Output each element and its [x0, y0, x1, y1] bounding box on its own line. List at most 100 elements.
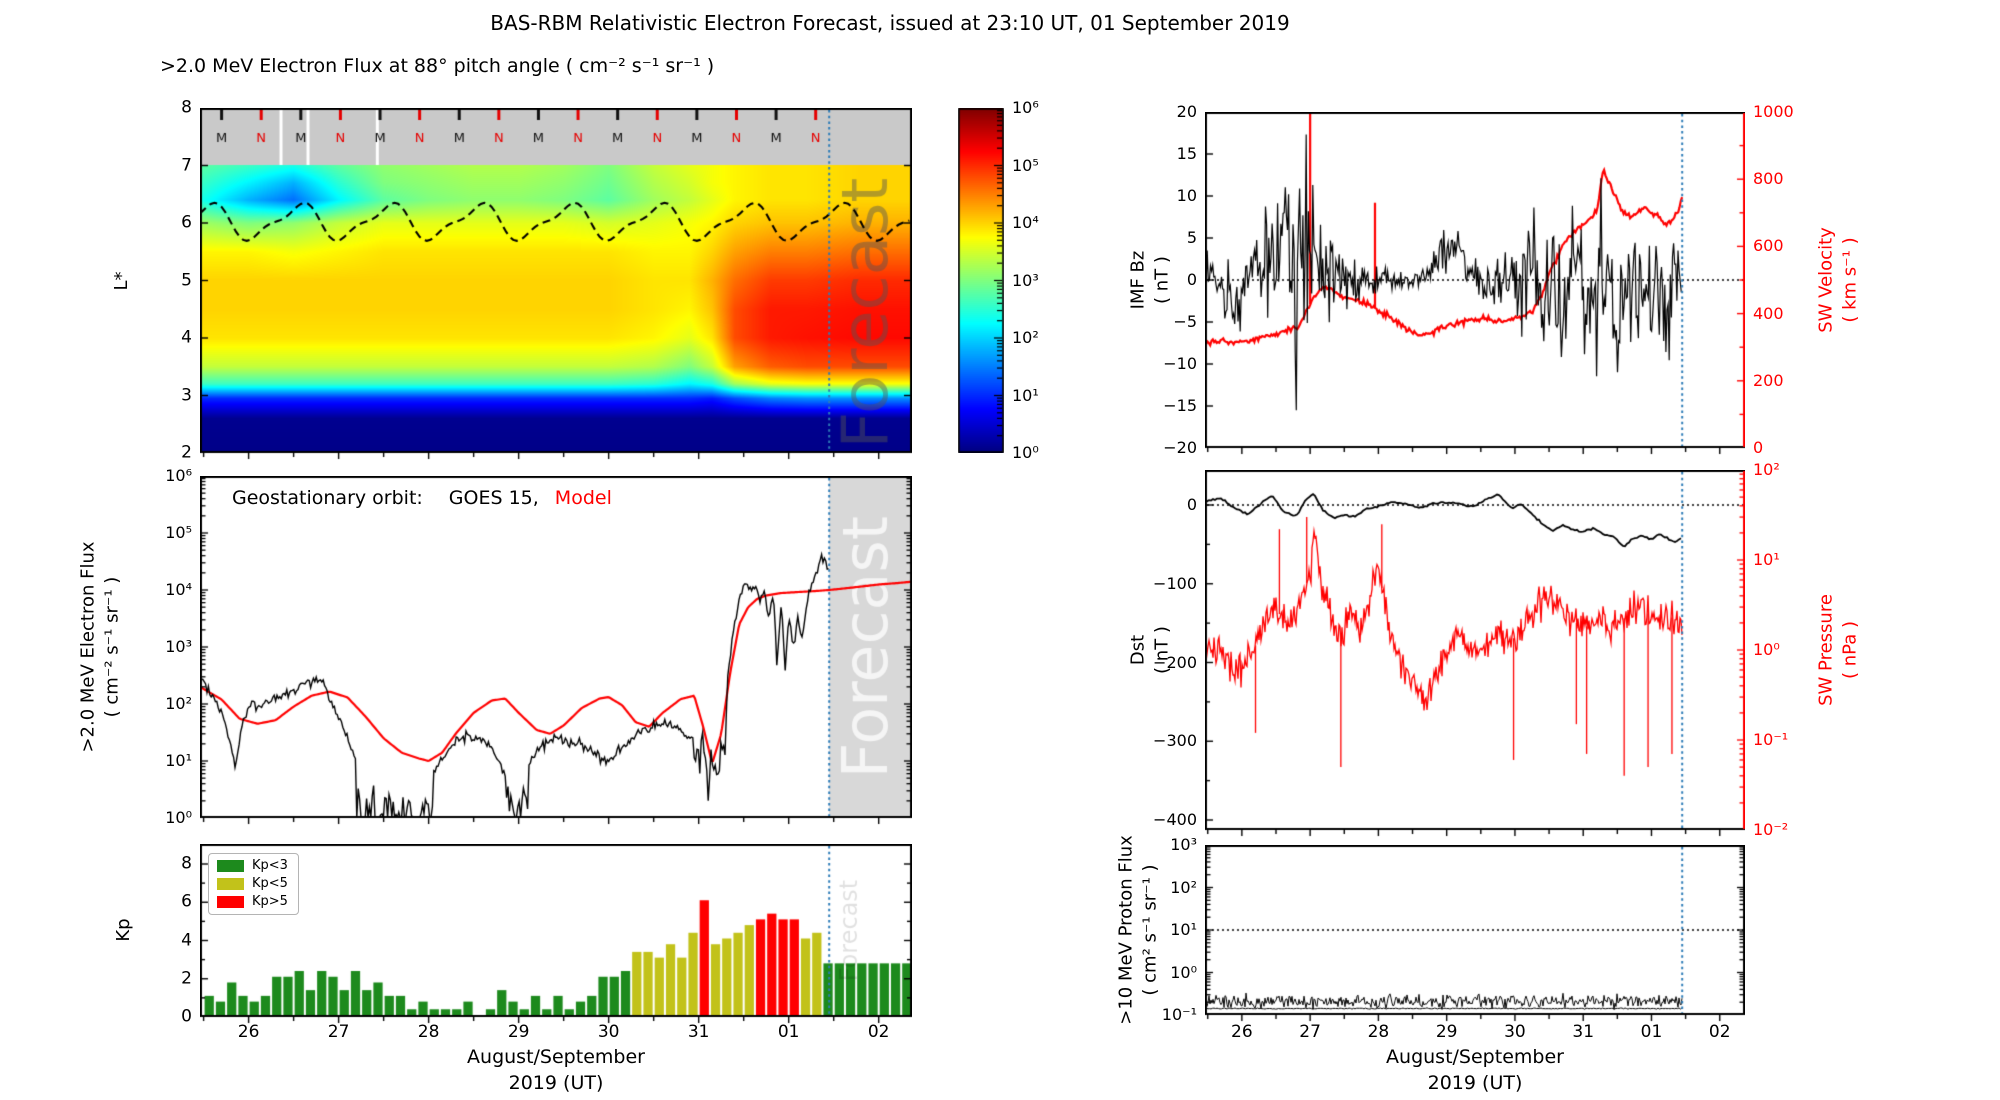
colorbar-canvas — [958, 108, 1004, 453]
proton-tick-label: 10⁰ — [1170, 962, 1197, 982]
kp-legend-item-low: Kp<3 — [217, 859, 288, 872]
page-title: BAS-RBM Relativistic Electron Forecast, … — [490, 11, 1290, 35]
lstar-axis-label-text: L* — [111, 271, 133, 291]
bz-tick-label: 10 — [1176, 186, 1197, 205]
proton-tick-label: 10² — [1170, 877, 1197, 897]
dst-axis-label-line1: Dst — [1127, 634, 1149, 666]
proton-flux-axis-label-line2: ( cm² s⁻¹ sr⁻¹ ) — [1139, 864, 1160, 996]
bz-tick-label: −20 — [1163, 438, 1197, 457]
pressure-tick-label: 10¹ — [1753, 550, 1780, 569]
velocity-tick-label: 0 — [1753, 438, 1764, 457]
sw-pressure-axis-label-line2: ( nPa ) — [1839, 621, 1860, 679]
proton-tick-label: 10³ — [1170, 835, 1197, 854]
kp-axis-label: Kp — [112, 918, 136, 941]
right-xlabel-line2: 2019 (UT) — [1427, 1072, 1523, 1094]
imf-bz-axis-label-line1: IMF Bz — [1127, 250, 1149, 310]
lstar-tick-label: 2 — [181, 442, 192, 463]
pressure-tick-label: 10⁻¹ — [1753, 730, 1789, 749]
bz-tick-label: 20 — [1176, 102, 1197, 121]
proton-flux-canvas — [1205, 845, 1745, 1029]
flux-tick-label: 10⁴ — [165, 580, 192, 599]
lstar-tick-label: 3 — [181, 385, 192, 405]
left-x-tick-label: 28 — [417, 1022, 440, 1042]
sw-velocity-axis-label: SW Velocity ( km s⁻¹ ) — [1814, 227, 1862, 333]
imf-bz-axis-label-line2: ( nT ) — [1151, 256, 1172, 304]
velocity-tick-label: 1000 — [1753, 102, 1794, 121]
proton-tick-label: 10⁻¹ — [1161, 1005, 1197, 1024]
proton-tick-label: 10¹ — [1170, 920, 1197, 939]
left-x-tick-label: 31 — [687, 1022, 710, 1042]
proton-flux-axis-label-line1: >10 MeV Proton Flux — [1115, 835, 1137, 1025]
flux-tick-label: 10¹ — [165, 751, 192, 770]
kp-canvas — [200, 844, 912, 1031]
kp-axis-label-text: Kp — [113, 918, 135, 942]
lstar-tick-label: 4 — [181, 327, 192, 348]
imf-bz-axis-label: IMF Bz ( nT ) — [1126, 251, 1174, 310]
velocity-tick-label: 600 — [1753, 236, 1784, 256]
sw-velocity-axis-label-line1: SW Velocity — [1815, 227, 1837, 333]
colorbar-tick-label: 10⁴ — [1012, 213, 1039, 232]
kp-mid-swatch — [217, 877, 244, 890]
proton-flux-axis-label: >10 MeV Proton Flux ( cm² s⁻¹ sr⁻¹ ) — [1114, 835, 1162, 1025]
flux-tick-label: 10³ — [165, 637, 192, 656]
right-x-tick-label: 30 — [1504, 1022, 1526, 1042]
kp-legend-label-low: Kp<3 — [252, 858, 288, 873]
kp-tick-label: 4 — [181, 930, 192, 950]
right-x-tick-label: 02 — [1708, 1022, 1731, 1042]
kp-low-swatch — [217, 859, 244, 872]
goes-annotation-prefix: Geostationary orbit: — [232, 487, 423, 509]
lstar-tick-label: 5 — [181, 270, 192, 290]
left-x-tick-label: 01 — [777, 1022, 800, 1042]
colorbar-tick-label: 10¹ — [1012, 385, 1039, 405]
dst-tick-label: −200 — [1153, 652, 1197, 672]
spectrogram-canvas — [200, 108, 912, 467]
bz-tick-label: −10 — [1163, 354, 1197, 373]
electron-flux-canvas — [200, 476, 912, 832]
velocity-tick-label: 800 — [1753, 169, 1784, 189]
sw-pressure-axis-label: SW Pressure ( nPa ) — [1814, 594, 1862, 706]
right-x-tick-label: 27 — [1299, 1022, 1321, 1042]
electron-flux-axis-label: >2.0 MeV Electron Flux ( cm⁻² s⁻¹ sr⁻¹ ) — [76, 541, 124, 752]
colorbar-tick-label: 10⁰ — [1012, 443, 1039, 462]
kp-legend-label-mid: Kp<5 — [252, 876, 288, 891]
electron-flux-axis-label-line1: >2.0 MeV Electron Flux — [77, 541, 99, 753]
velocity-tick-label: 400 — [1753, 303, 1784, 323]
left-x-tick-label: 27 — [327, 1022, 350, 1042]
colorbar-tick-label: 10³ — [1012, 270, 1039, 290]
right-x-tick-label: 29 — [1435, 1022, 1458, 1042]
right-x-tick-label: 26 — [1231, 1022, 1253, 1042]
dst-tick-label: 0 — [1186, 495, 1197, 514]
kp-high-swatch — [217, 895, 244, 908]
kp-legend-label-high: Kp>5 — [252, 894, 288, 909]
pressure-tick-label: 10⁻² — [1753, 820, 1789, 839]
kp-legend: Kp<3 Kp<5 Kp>5 — [208, 853, 299, 915]
goes-annotation-satellite: GOES 15, — [448, 487, 539, 509]
colorbar-tick-label: 10² — [1012, 328, 1039, 347]
kp-legend-item-high: Kp>5 — [217, 895, 288, 908]
left-x-tick-label: 26 — [237, 1022, 260, 1042]
bz-tick-label: 0 — [1186, 270, 1197, 289]
sw-velocity-axis-label-line2: ( km s⁻¹ ) — [1839, 237, 1860, 323]
kp-legend-item-mid: Kp<5 — [217, 877, 288, 890]
left-x-tick-label: 02 — [867, 1022, 890, 1042]
lstar-tick-label: 6 — [181, 212, 192, 233]
lstar-tick-label: 7 — [181, 155, 192, 175]
pressure-tick-label: 10⁰ — [1753, 640, 1780, 659]
bz-tick-label: 5 — [1186, 228, 1197, 247]
goes-annotation: Geostationary orbit: GOES 15, Model — [232, 487, 612, 509]
left-x-tick-label: 29 — [507, 1022, 530, 1042]
pressure-tick-label: 10² — [1753, 460, 1780, 479]
lstar-axis-label: L* — [110, 271, 134, 290]
right-x-tick-label: 31 — [1572, 1022, 1595, 1042]
electron-flux-axis-label-line2: ( cm⁻² s⁻¹ sr⁻¹ ) — [101, 576, 122, 718]
colorbar-tick-label: 10⁶ — [1012, 98, 1039, 117]
left-xlabel-line2: 2019 (UT) — [508, 1072, 604, 1094]
dst-tick-label: −100 — [1153, 573, 1197, 593]
kp-tick-label: 0 — [181, 1006, 192, 1027]
kp-tick-label: 6 — [181, 891, 192, 912]
bz-tick-label: −15 — [1163, 396, 1197, 415]
right-xlabel-line1: August/September — [1386, 1046, 1564, 1068]
imf-bz-canvas — [1205, 112, 1745, 462]
flux-tick-label: 10⁰ — [165, 808, 192, 827]
